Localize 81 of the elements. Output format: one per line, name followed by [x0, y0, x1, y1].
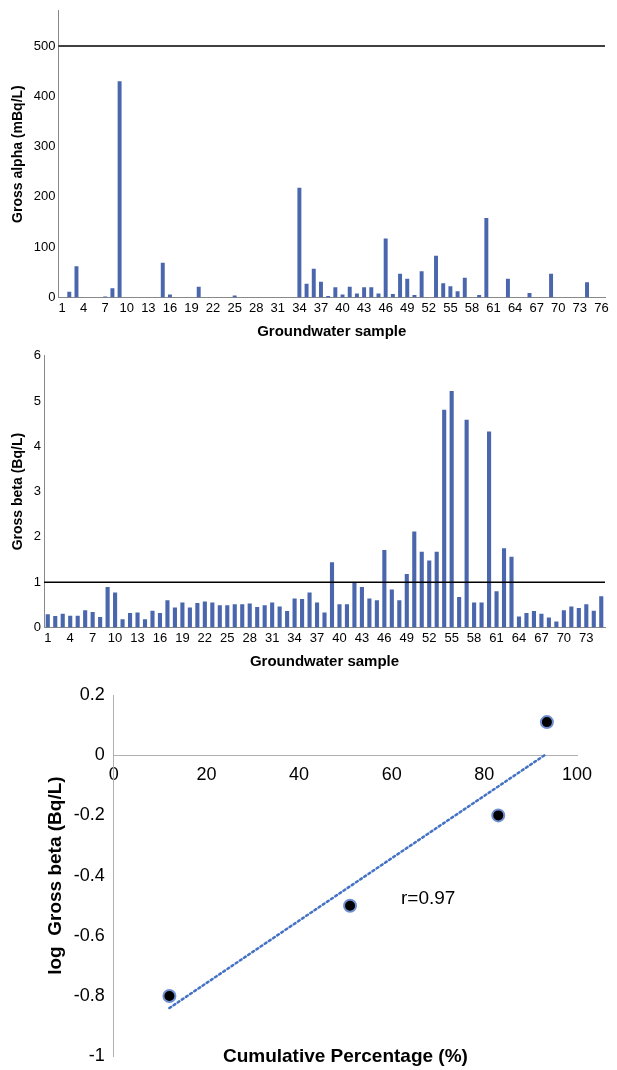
x-tick-label: 43 — [354, 629, 370, 645]
y-tick-label: 6 — [33, 347, 42, 363]
x-tick-label: 46 — [377, 629, 392, 645]
x-tick-label: 22 — [197, 629, 213, 645]
x-tick-label: 64 — [507, 299, 523, 315]
y-tick-label: -0.6 — [73, 924, 105, 945]
y-tick-label: 100 — [33, 238, 56, 254]
x-tick-label: 28 — [242, 629, 257, 645]
x-tick-label: 31 — [264, 629, 280, 645]
y-axis-title: Gross alpha (mBq/L) — [9, 85, 26, 223]
x-tick-label: 31 — [270, 299, 286, 315]
y-tick-label: -1 — [88, 1045, 105, 1066]
x-tick-label: 60 — [381, 763, 402, 784]
x-tick-label: 70 — [551, 299, 566, 315]
y-tick-label: 400 — [33, 87, 56, 103]
y-tick-label: 500 — [33, 37, 56, 53]
x-tick-label: 58 — [464, 299, 480, 315]
y-tick-label: -0.8 — [73, 984, 105, 1005]
x-axis-title: Groundwater sample — [249, 652, 400, 670]
x-tick-label: 28 — [249, 299, 264, 315]
x-tick-label: 1 — [58, 299, 66, 315]
x-tick-label: 61 — [489, 629, 504, 645]
x-tick-label: 52 — [421, 299, 437, 315]
x-tick-label: 0 — [108, 763, 119, 784]
x-tick-label: 67 — [529, 299, 544, 315]
x-tick-label: 40 — [332, 629, 347, 645]
y-tick-label: 4 — [33, 437, 42, 453]
x-tick-label: 58 — [466, 629, 482, 645]
x-tick-label: 76 — [594, 299, 609, 315]
y-axis-title: log Gross beta (Bq/L) — [43, 776, 65, 975]
x-tick-label: 73 — [579, 629, 594, 645]
y-tick-label: 200 — [33, 188, 56, 204]
y-tick-label: 0 — [48, 288, 56, 304]
x-tick-label: 46 — [378, 299, 393, 315]
x-tick-label: 7 — [101, 299, 109, 315]
x-tick-label: 40 — [335, 299, 350, 315]
x-tick-label: 25 — [220, 629, 235, 645]
x-tick-label: 49 — [399, 629, 415, 645]
x-tick-label: 49 — [400, 299, 415, 315]
y-tick-label: 5 — [33, 392, 42, 408]
y-axis-title: Gross beta (Bq/L) — [9, 432, 26, 551]
x-tick-label: 7 — [89, 629, 97, 645]
x-tick-label: 19 — [175, 629, 190, 645]
y-tick-label: 2 — [33, 528, 42, 544]
y-tick-label: -0.2 — [73, 804, 105, 825]
x-tick-label: 52 — [422, 629, 437, 645]
x-tick-label: 13 — [141, 299, 156, 315]
y-tick-label: 0 — [33, 618, 42, 634]
y-tick-label: 300 — [33, 138, 56, 154]
x-tick-label: 55 — [444, 629, 459, 645]
y-tick-label: -0.4 — [73, 864, 105, 885]
x-tick-label: 73 — [572, 299, 588, 315]
x-tick-label: 37 — [309, 629, 325, 645]
x-tick-label: 80 — [474, 763, 495, 784]
y-tick-label: 1 — [33, 573, 42, 589]
x-tick-label: 37 — [313, 299, 329, 315]
x-tick-label: 19 — [184, 299, 199, 315]
annotation: r=0.97 — [400, 887, 456, 909]
x-tick-label: 22 — [205, 299, 221, 315]
x-tick-label: 40 — [289, 763, 310, 784]
x-tick-label: 70 — [556, 629, 572, 645]
x-tick-label: 64 — [511, 629, 527, 645]
x-tick-label: 67 — [534, 629, 549, 645]
x-axis-title: Cumulative Percentage (%) — [222, 1045, 468, 1066]
x-tick-label: 100 — [561, 763, 593, 784]
x-tick-label: 20 — [196, 763, 217, 784]
x-tick-label: 13 — [130, 629, 145, 645]
x-tick-label: 16 — [162, 299, 178, 315]
x-tick-label: 43 — [356, 299, 372, 315]
x-axis-title: Groundwater sample — [257, 322, 407, 340]
x-tick-label: 34 — [292, 299, 307, 315]
y-tick-label: 0 — [94, 744, 105, 765]
x-tick-label: 61 — [486, 299, 501, 315]
x-tick-label: 25 — [227, 299, 242, 315]
x-tick-label: 10 — [107, 629, 123, 645]
x-tick-label: 34 — [287, 629, 302, 645]
x-tick-label: 10 — [119, 299, 135, 315]
x-tick-label: 16 — [152, 629, 168, 645]
x-tick-label: 55 — [443, 299, 458, 315]
y-tick-label: 3 — [33, 483, 42, 499]
y-tick-label: 0.2 — [79, 683, 105, 704]
